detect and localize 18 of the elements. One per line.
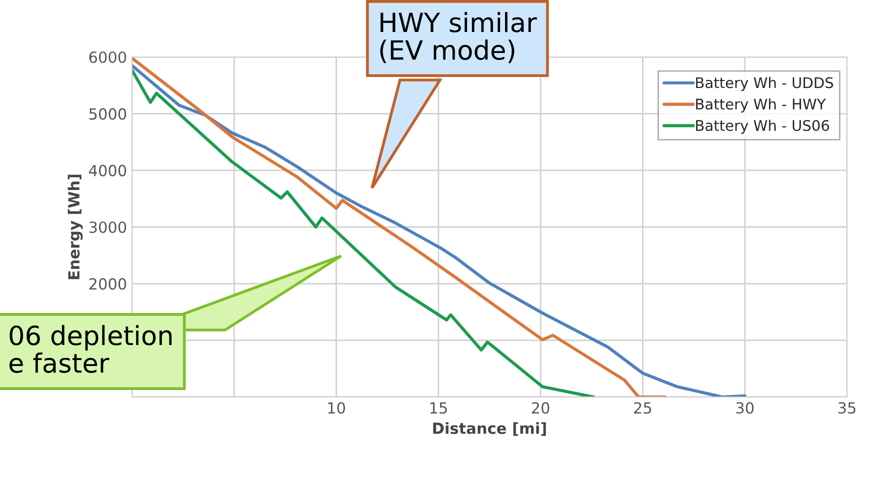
- y-tick-label: 2000: [89, 278, 126, 290]
- x-tick-label: 20: [532, 402, 550, 414]
- legend-label: Battery Wh - US06: [696, 120, 830, 134]
- x-tick-label: 30: [736, 402, 754, 414]
- y-axis-title: Energy [Wh]: [68, 174, 83, 280]
- legend-label: Battery Wh - UDDS: [696, 76, 834, 92]
- y-tick-label: 4000: [89, 164, 126, 176]
- annotation: 06 depletion e faster: [9, 325, 172, 373]
- y-tick-label: 3000: [89, 221, 126, 234]
- y-tick-label: 5000: [89, 108, 126, 120]
- x-tick-label: 35: [838, 402, 856, 414]
- x-tick-label: 25: [634, 402, 652, 414]
- x-tick-label: 15: [430, 402, 447, 414]
- x-tick-label: 10: [328, 402, 345, 414]
- legend-label: Battery Wh - HWY: [696, 98, 826, 112]
- annotation: HWY similar (EV mode): [380, 12, 537, 64]
- y-tick-label: 6000: [89, 51, 126, 64]
- x-axis-title: Distance [mi]: [433, 422, 546, 436]
